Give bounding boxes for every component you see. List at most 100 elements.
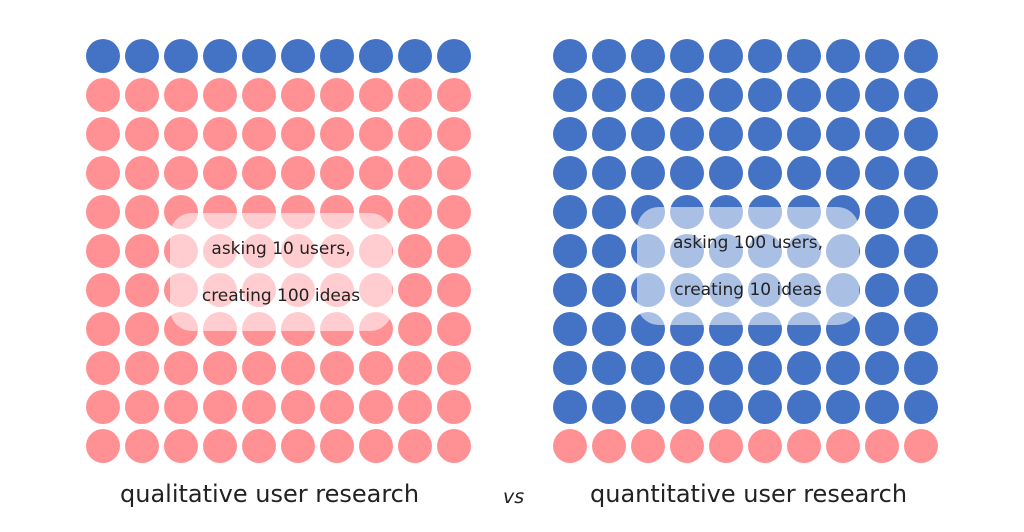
quantitative-blue-dot [865, 312, 899, 346]
qualitative-pink-dot [359, 78, 393, 112]
quantitative-blue-dot [787, 78, 821, 112]
qualitative-blue-dot [359, 39, 393, 73]
quantitative-pink-dot [904, 429, 938, 463]
quantitative-blue-dot [865, 273, 899, 307]
quantitative-blue-dot [670, 39, 704, 73]
quantitative-blue-dot [592, 156, 626, 190]
quantitative-blue-dot [748, 351, 782, 385]
quantitative-blue-dot [631, 390, 665, 424]
qualitative-pink-dot [203, 117, 237, 151]
qualitative-pink-dot [437, 312, 471, 346]
quantitative-blue-dot [787, 117, 821, 151]
quantitative-blue-dot [553, 39, 587, 73]
quantitative-pink-dot [826, 429, 860, 463]
quantitative-pink-dot [553, 429, 587, 463]
qualitative-pink-dot [281, 390, 315, 424]
qualitative-pink-dot [203, 78, 237, 112]
qualitative-pink-dot [125, 390, 159, 424]
quantitative-blue-dot [709, 39, 743, 73]
quantitative-blue-dot [865, 351, 899, 385]
qualitative-pink-dot [320, 156, 354, 190]
qualitative-pink-dot [437, 117, 471, 151]
quantitative-blue-dot [553, 195, 587, 229]
qualitative-pink-dot [398, 78, 432, 112]
quantitative-blue-dot [904, 156, 938, 190]
qualitative-pink-dot [281, 156, 315, 190]
quantitative-blue-dot [865, 234, 899, 268]
qualitative-pink-dot [125, 312, 159, 346]
quantitative-pink-dot [787, 429, 821, 463]
qualitative-pink-dot [125, 351, 159, 385]
qualitative-blue-dot [164, 39, 198, 73]
qualitative-pink-dot [86, 78, 120, 112]
qualitative-pink-dot [164, 390, 198, 424]
quantitative-blue-dot [631, 117, 665, 151]
qualitative-pink-dot [86, 351, 120, 385]
qualitative-pink-dot [437, 78, 471, 112]
quantitative-pink-dot [748, 429, 782, 463]
quantitative-blue-dot [592, 273, 626, 307]
qualitative-pink-dot [125, 156, 159, 190]
quantitative-dot-grid [553, 39, 943, 469]
qualitative-pink-dot [320, 429, 354, 463]
quantitative-blue-dot [865, 78, 899, 112]
quantitative-blue-dot [865, 156, 899, 190]
qualitative-pink-dot [242, 117, 276, 151]
quantitative-blue-dot [904, 234, 938, 268]
quantitative-blue-dot [709, 78, 743, 112]
qualitative-pink-dot [398, 390, 432, 424]
qualitative-pink-dot [242, 78, 276, 112]
quantitative-pink-dot [709, 429, 743, 463]
quantitative-blue-dot [865, 39, 899, 73]
qualitative-pink-dot [125, 234, 159, 268]
qualitative-callout-line1: asking 10 users, [211, 238, 351, 259]
qualitative-pink-dot [398, 156, 432, 190]
quantitative-blue-dot [787, 390, 821, 424]
qualitative-pink-dot [86, 273, 120, 307]
quantitative-blue-dot [904, 78, 938, 112]
quantitative-blue-dot [826, 39, 860, 73]
quantitative-blue-dot [670, 78, 704, 112]
qualitative-pink-dot [86, 156, 120, 190]
quantitative-callout: asking 100 users, creating 10 ideas [637, 207, 859, 325]
qualitative-pink-dot [242, 351, 276, 385]
quantitative-blue-dot [787, 156, 821, 190]
quantitative-blue-dot [904, 312, 938, 346]
qualitative-blue-dot [398, 39, 432, 73]
qualitative-pink-dot [398, 312, 432, 346]
qualitative-pink-dot [203, 351, 237, 385]
quantitative-blue-dot [904, 390, 938, 424]
quantitative-blue-dot [904, 117, 938, 151]
qualitative-pink-dot [86, 312, 120, 346]
qualitative-pink-dot [281, 429, 315, 463]
quantitative-caption: quantitative user research [590, 480, 908, 508]
qualitative-blue-dot [242, 39, 276, 73]
qualitative-pink-dot [320, 351, 354, 385]
quantitative-blue-dot [592, 117, 626, 151]
qualitative-blue-dot [125, 39, 159, 73]
qualitative-blue-dot [203, 39, 237, 73]
quantitative-callout-line2: creating 10 ideas [674, 279, 822, 300]
qualitative-caption: qualitative user research [120, 480, 420, 508]
quantitative-blue-dot [592, 195, 626, 229]
qualitative-pink-dot [398, 351, 432, 385]
quantitative-pink-dot [631, 429, 665, 463]
qualitative-pink-dot [125, 195, 159, 229]
qualitative-pink-dot [164, 429, 198, 463]
qualitative-pink-dot [398, 429, 432, 463]
quantitative-blue-dot [709, 351, 743, 385]
quantitative-blue-dot [670, 156, 704, 190]
qualitative-pink-dot [86, 234, 120, 268]
quantitative-blue-dot [826, 117, 860, 151]
qualitative-pink-dot [398, 234, 432, 268]
qualitative-blue-dot [281, 39, 315, 73]
quantitative-blue-dot [592, 351, 626, 385]
quantitative-pink-dot [865, 429, 899, 463]
quantitative-blue-dot [553, 156, 587, 190]
quantitative-blue-dot [748, 39, 782, 73]
qualitative-pink-dot [437, 429, 471, 463]
qualitative-pink-dot [281, 351, 315, 385]
qualitative-blue-dot [437, 39, 471, 73]
quantitative-blue-dot [553, 312, 587, 346]
quantitative-blue-dot [670, 351, 704, 385]
